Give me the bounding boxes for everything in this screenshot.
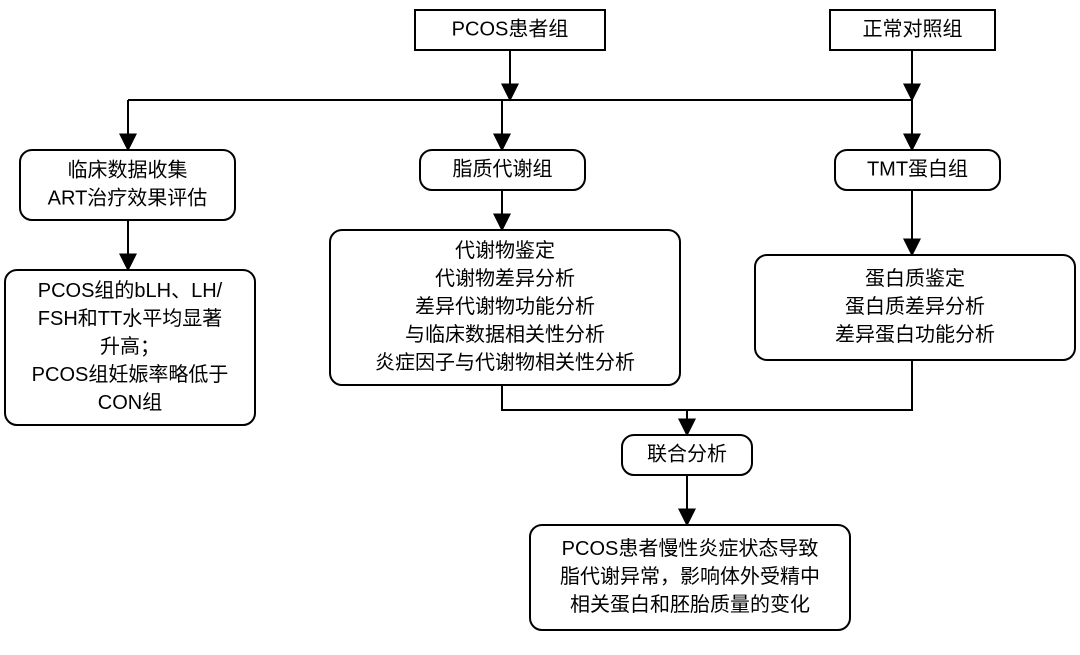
node-tmt_group-line-0: TMT蛋白组	[867, 157, 968, 180]
node-metab_anal-line-1: 代谢物差异分析	[435, 267, 575, 290]
edge-10	[687, 360, 912, 410]
edge-9	[502, 385, 687, 410]
node-pcos_group: PCOS患者组	[415, 10, 605, 50]
node-conclusion: PCOS患者慢性炎症状态导致脂代谢异常，影响体外受精中相关蛋白和胚胎质量的变化	[530, 525, 850, 630]
node-metab_anal-line-4: 炎症因子与代谢物相关性分析	[375, 351, 635, 374]
node-conclusion-line-1: 脂代谢异常，影响体外受精中	[560, 565, 820, 588]
node-tmt_group: TMT蛋白组	[835, 150, 1000, 190]
node-metab_anal-line-2: 差异代谢物功能分析	[415, 295, 595, 318]
flowchart-canvas: PCOS患者组 正常对照组临床数据收集 ART治疗效果评估 脂质代谢组 TMT蛋白组 PC…	[0, 0, 1080, 655]
node-conclusion-line-0: PCOS患者慢性炎症状态导致	[562, 537, 819, 560]
node-pcos_result-line-0: PCOS组的bLH、LH/	[38, 279, 223, 302]
node-clinical_data-line-0: 临床数据收集	[68, 158, 188, 181]
node-pcos_group-line-0: PCOS患者组	[452, 17, 569, 40]
node-metab_anal: 代谢物鉴定代谢物差异分析差异代谢物功能分析与临床数据相关性分析炎症因子与代谢物相…	[330, 230, 680, 385]
node-protein_anal-line-0: 蛋白质鉴定	[865, 267, 965, 290]
node-lipid_group-line-0: 脂质代谢组	[453, 157, 553, 180]
node-protein_anal-line-2: 差异蛋白功能分析	[835, 323, 995, 346]
node-pcos_result: PCOS组的bLH、LH/FSH和TT水平均显著升高； PCOS组妊娠率略低于 CO…	[5, 270, 255, 425]
node-control_group-line-0: 正常对照组	[863, 17, 963, 40]
node-pcos_result-line-1: FSH和TT水平均显著	[38, 307, 222, 330]
node-clinical_data: 临床数据收集 ART治疗效果评估	[20, 150, 235, 220]
nodes-layer: PCOS患者组 正常对照组临床数据收集 ART治疗效果评估 脂质代谢组 TMT蛋白组 PC…	[5, 10, 1075, 630]
node-metab_anal-line-0: 代谢物鉴定	[455, 239, 555, 262]
node-lipid_group: 脂质代谢组	[420, 150, 585, 190]
node-pcos_result-line-2: 升高；	[100, 335, 160, 358]
node-pcos_result-line-4: CON组	[98, 391, 162, 414]
node-protein_anal-line-1: 蛋白质差异分析	[845, 295, 985, 318]
node-clinical_data-line-1: ART治疗效果评估	[48, 186, 208, 209]
node-pcos_result-line-3: PCOS组妊娠率略低于	[32, 363, 229, 386]
node-control_group: 正常对照组	[830, 10, 995, 50]
node-protein_anal: 蛋白质鉴定蛋白质差异分析差异蛋白功能分析	[755, 255, 1075, 360]
node-joint_anal: 联合分析	[622, 435, 752, 475]
node-conclusion-line-2: 相关蛋白和胚胎质量的变化	[570, 593, 810, 616]
node-metab_anal-line-3: 与临床数据相关性分析	[405, 323, 605, 346]
node-joint_anal-line-0: 联合分析	[647, 442, 727, 465]
